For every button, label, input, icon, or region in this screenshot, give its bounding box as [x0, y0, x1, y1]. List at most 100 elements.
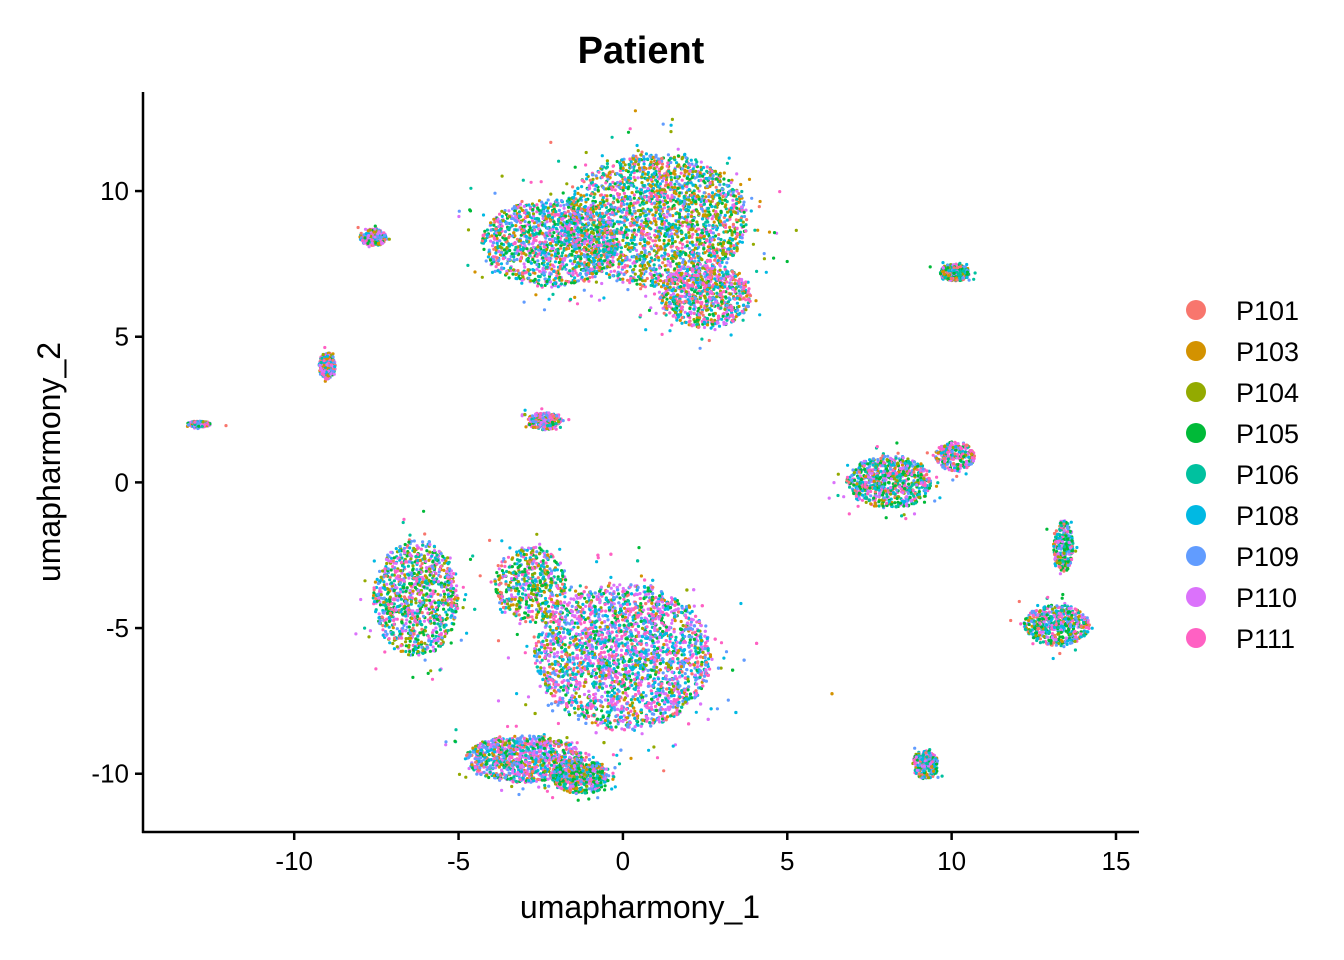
point-p104 — [545, 247, 549, 252]
point-p111 — [675, 271, 679, 275]
point-p109 — [544, 254, 548, 258]
point-p108 — [696, 284, 701, 288]
point-p108 — [668, 329, 672, 333]
point-p104 — [368, 228, 372, 232]
point-p105 — [607, 187, 611, 191]
point-p111 — [536, 284, 540, 288]
point-p108 — [670, 235, 674, 239]
point-p109 — [728, 189, 732, 193]
point-p111 — [595, 266, 599, 270]
point-p109 — [659, 209, 663, 213]
point-p106 — [620, 226, 624, 230]
point-p104 — [570, 227, 574, 231]
point-p111 — [724, 225, 728, 229]
point-p110 — [718, 264, 722, 268]
point-p111 — [692, 311, 696, 315]
point-p104 — [592, 209, 596, 214]
point-p109 — [961, 276, 965, 280]
point-p101 — [649, 194, 654, 198]
point-p106 — [617, 272, 621, 276]
point-p109 — [563, 233, 567, 237]
point-p111 — [370, 238, 374, 242]
point-p106 — [469, 186, 473, 190]
point-p108 — [643, 243, 647, 247]
point-p109 — [541, 214, 545, 218]
point-p111 — [670, 195, 674, 199]
point-p105 — [626, 130, 631, 134]
point-p108 — [728, 236, 732, 240]
point-p108 — [585, 173, 589, 177]
point-p104 — [652, 249, 656, 253]
point-p111 — [605, 231, 609, 235]
point-p103 — [674, 192, 678, 196]
point-p108 — [764, 270, 768, 274]
point-p111 — [702, 286, 707, 290]
point-p105 — [696, 223, 700, 227]
point-p106 — [612, 196, 616, 200]
point-p103 — [649, 221, 653, 225]
point-p108 — [702, 320, 706, 324]
point-p105 — [685, 176, 689, 180]
point-p111 — [648, 237, 652, 241]
point-p101 — [502, 234, 506, 238]
point-p110 — [735, 172, 739, 176]
point-p104 — [619, 254, 623, 258]
point-p108 — [481, 213, 486, 217]
point-p103 — [573, 295, 577, 299]
point-p104 — [711, 243, 715, 247]
point-p108 — [556, 285, 560, 289]
point-p106 — [737, 289, 741, 293]
point-p108 — [583, 204, 588, 209]
point-p108 — [576, 230, 581, 234]
point-p101 — [729, 249, 734, 253]
point-p105 — [531, 208, 535, 212]
point-p106 — [719, 306, 723, 310]
point-p105 — [678, 215, 682, 219]
point-p103 — [629, 246, 634, 250]
point-p104 — [594, 280, 599, 284]
point-p105 — [508, 248, 512, 253]
point-p109 — [727, 296, 731, 300]
point-p111 — [600, 175, 604, 179]
point-p111 — [647, 199, 652, 203]
point-p103 — [703, 209, 707, 213]
point-p109 — [536, 259, 540, 263]
point-p106 — [642, 184, 646, 188]
point-p103 — [710, 195, 715, 199]
point-p105 — [510, 252, 514, 256]
point-p108 — [676, 315, 681, 319]
point-p108 — [619, 182, 623, 186]
point-p101 — [480, 239, 485, 243]
point-p104 — [730, 233, 734, 237]
point-p101 — [566, 209, 570, 213]
point-p109 — [600, 164, 604, 169]
point-p108 — [585, 177, 589, 181]
point-p110 — [713, 328, 717, 332]
point-p109 — [615, 171, 619, 176]
point-p105 — [702, 247, 706, 251]
point-p103 — [739, 182, 743, 187]
point-p109 — [540, 200, 544, 204]
point-p111 — [778, 190, 782, 194]
point-p103 — [376, 241, 381, 245]
point-p109 — [544, 236, 548, 240]
point-p111 — [498, 212, 502, 216]
point-p106 — [694, 270, 698, 274]
point-p105 — [580, 229, 584, 233]
point-p106 — [615, 242, 619, 247]
point-p109 — [762, 252, 766, 256]
point-p108 — [758, 313, 762, 317]
point-p103 — [574, 250, 579, 254]
point-p101 — [598, 193, 603, 197]
point-p103 — [372, 230, 376, 234]
point-p106 — [679, 201, 683, 205]
point-p105 — [703, 181, 707, 185]
point-p106 — [654, 178, 658, 182]
point-p108 — [600, 204, 604, 209]
point-p111 — [604, 181, 608, 185]
point-p106 — [521, 178, 525, 182]
point-p106 — [627, 176, 631, 180]
point-p109 — [537, 248, 541, 252]
point-p110 — [586, 206, 591, 210]
point-p103 — [630, 191, 634, 195]
